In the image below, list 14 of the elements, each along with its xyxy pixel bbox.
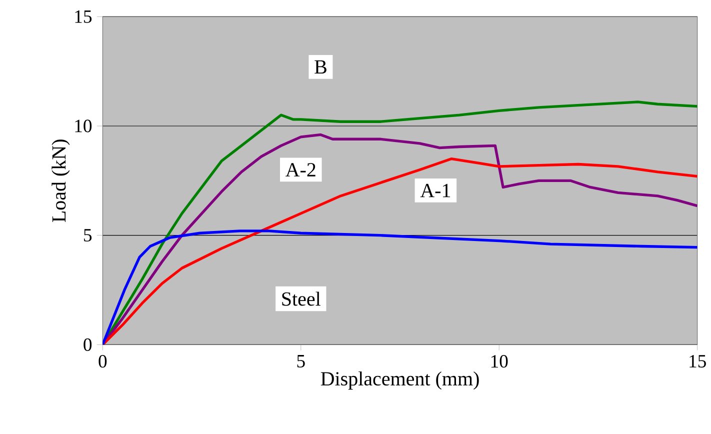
x-tick-label: 10	[491, 355, 508, 368]
series-label: A-1	[420, 184, 450, 198]
x-tick-label: 15	[690, 355, 706, 368]
y-tick-label: 15	[75, 10, 92, 23]
text: Steel	[282, 292, 320, 306]
y-tick-label: 10	[75, 120, 92, 132]
x-tick-label: 5	[297, 355, 305, 368]
x-axis-title: Displacement (mm)	[320, 371, 479, 390]
y-tick-label: 0	[84, 338, 92, 351]
text: B	[314, 60, 326, 74]
series-label: A-2	[286, 163, 316, 176]
y-axis-title: Load (kN)	[52, 140, 70, 222]
y-tick-label: 5	[84, 229, 92, 242]
x-tick-label: 0	[98, 355, 107, 368]
